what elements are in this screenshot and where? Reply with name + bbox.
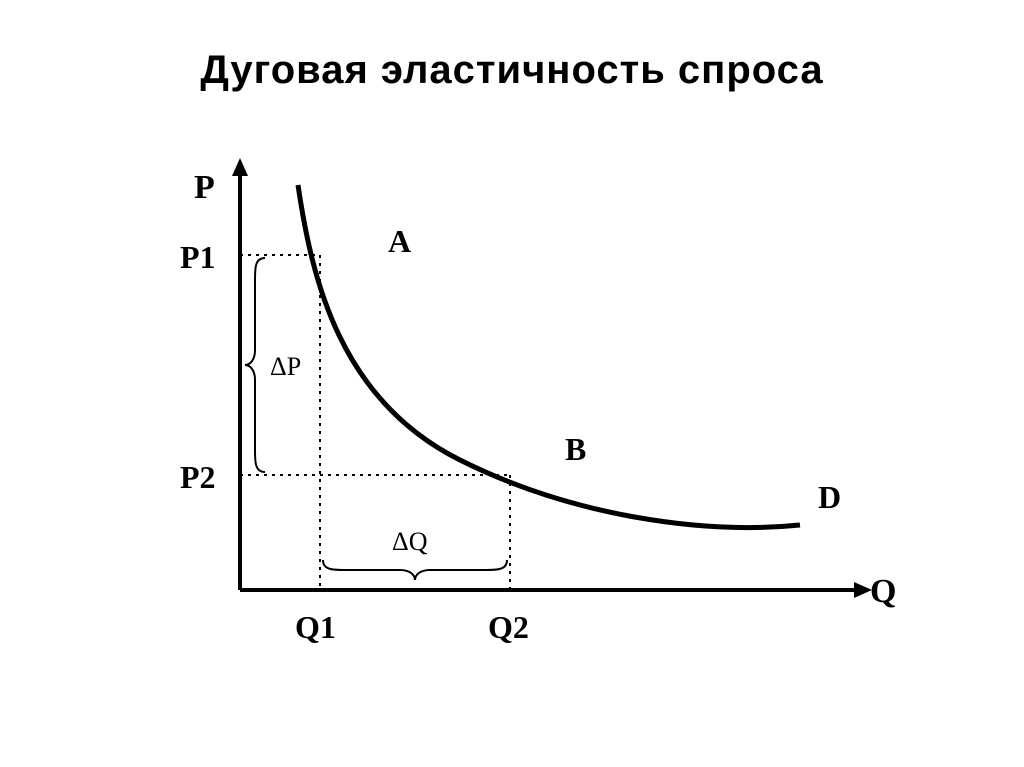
demand-elasticity-chart: P Q P1 P2 Q1 Q2 A B D ΔP ΔQ [160, 150, 900, 670]
q2-label: Q2 [488, 609, 529, 645]
point-a-label: A [388, 223, 411, 259]
p1-label: P1 [180, 239, 216, 275]
delta-q-label: ΔQ [392, 527, 428, 556]
page-title: Дуговая эластичность спроса [0, 48, 1024, 93]
demand-curve [298, 185, 800, 527]
delta-q-brace [323, 560, 507, 580]
delta-p-brace [245, 258, 265, 472]
delta-p-label: ΔP [270, 352, 301, 381]
p2-label: P2 [180, 459, 216, 495]
y-axis-label: P [194, 169, 215, 206]
y-axis-arrow [232, 158, 248, 176]
q1-label: Q1 [295, 609, 336, 645]
x-axis-label: Q [870, 573, 896, 610]
point-b-label: B [565, 431, 586, 467]
curve-end-label: D [818, 479, 841, 515]
